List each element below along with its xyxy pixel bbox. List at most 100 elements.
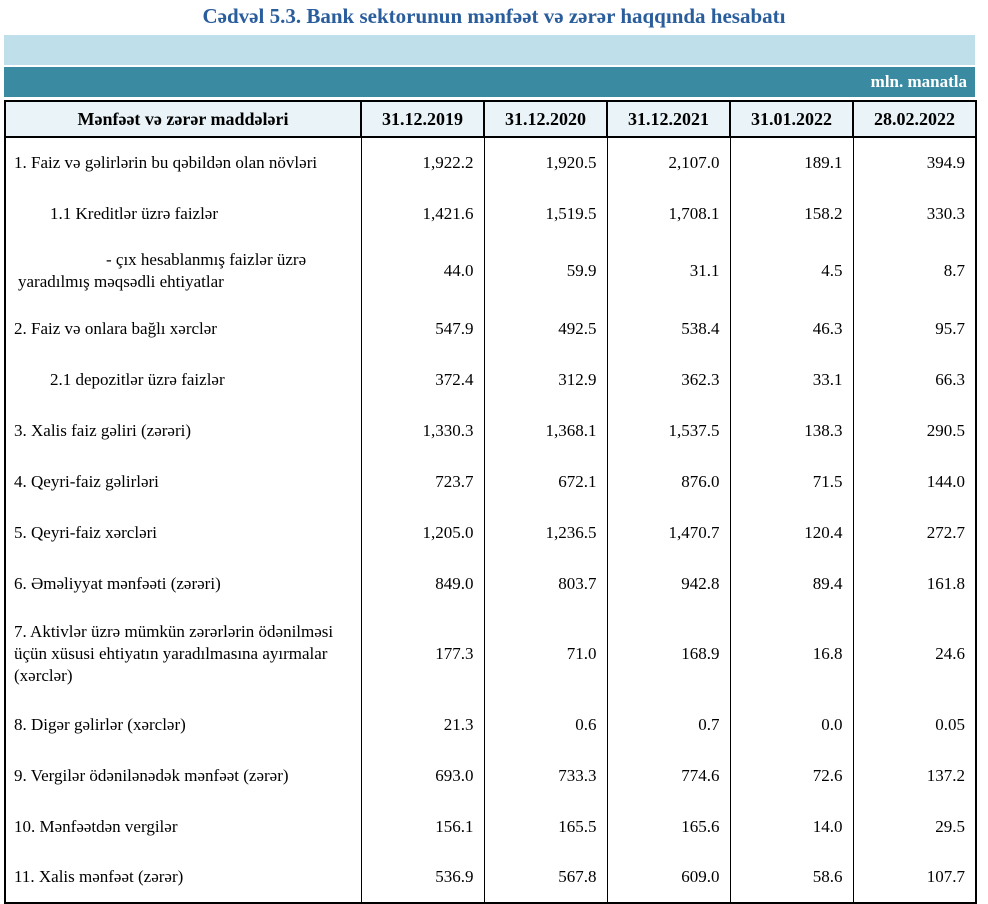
row-label: 3. Xalis faiz gəliri (zərəri) (4, 405, 362, 456)
row-label: 2. Faiz və onlara bağlı xərclər (4, 303, 362, 354)
column-header-date-5: 28.02.2022 (852, 100, 977, 138)
value-cell: 272.7 (852, 507, 977, 558)
column-header-date-2: 31.12.2020 (483, 100, 608, 138)
value-cell: 71.5 (729, 456, 854, 507)
value-cell: 723.7 (360, 456, 485, 507)
value-cell: 1,708.1 (606, 188, 731, 239)
value-cell: 1,421.6 (360, 188, 485, 239)
value-cell: 876.0 (606, 456, 731, 507)
value-cell: 16.8 (729, 609, 854, 699)
row-label: 2.1 depozitlər üzrə faizlər (4, 354, 362, 405)
table-row-10: 10. Mənfəətdən vergilər 156.1 165.5 165.… (4, 801, 977, 852)
row-label: 10. Mənfəətdən vergilər (4, 801, 362, 852)
value-cell: 120.4 (729, 507, 854, 558)
value-cell: 177.3 (360, 609, 485, 699)
value-cell: 1,236.5 (483, 507, 608, 558)
value-cell: 693.0 (360, 750, 485, 801)
row-label: 9. Vergilər ödənilənədək mənfəət (zərər) (4, 750, 362, 801)
value-cell: 362.3 (606, 354, 731, 405)
value-cell: 1,519.5 (483, 188, 608, 239)
value-cell: 394.9 (852, 137, 977, 188)
value-cell: 2,107.0 (606, 137, 731, 188)
value-cell: 1,922.2 (360, 137, 485, 188)
table-row-7: 7. Aktivlər üzrə mümkün zərərlərin ödəni… (4, 609, 977, 699)
row-label: 4. Qeyri-faiz gəlirləri (4, 456, 362, 507)
row-label: 7. Aktivlər üzrə mümkün zərərlərin ödəni… (4, 609, 362, 699)
table-row-3: 3. Xalis faiz gəliri (zərəri) 1,330.3 1,… (4, 405, 977, 456)
table-row-1: 1. Faiz və gəlirlərin bu qəbildən olan n… (4, 137, 977, 188)
top-band (4, 35, 975, 65)
row-label: 1.1 Kreditlər üzrə faizlər (4, 188, 362, 239)
value-cell: 330.3 (852, 188, 977, 239)
table-row-9: 9. Vergilər ödənilənədək mənfəət (zərər)… (4, 750, 977, 801)
column-header-items: Mənfəət və zərər maddələri (4, 100, 362, 138)
value-cell: 547.9 (360, 303, 485, 354)
value-cell: 24.6 (852, 609, 977, 699)
table-row-2: 2. Faiz və onlara bağlı xərclər 547.9 49… (4, 303, 977, 354)
value-cell: 168.9 (606, 609, 731, 699)
value-cell: 14.0 (729, 801, 854, 852)
value-cell: 59.9 (483, 239, 608, 303)
value-cell: 21.3 (360, 699, 485, 750)
value-cell: 1,330.3 (360, 405, 485, 456)
value-cell: 1,920.5 (483, 137, 608, 188)
value-cell: 165.5 (483, 801, 608, 852)
value-cell: 29.5 (852, 801, 977, 852)
value-cell: 156.1 (360, 801, 485, 852)
value-cell: 536.9 (360, 852, 485, 903)
report-body: mln. manatla Mənfəət və zərər maddələri … (4, 35, 977, 904)
value-cell: 144.0 (852, 456, 977, 507)
value-cell: 567.8 (483, 852, 608, 903)
value-cell: 733.3 (483, 750, 608, 801)
value-cell: 107.7 (852, 852, 977, 903)
value-cell: 609.0 (606, 852, 731, 903)
value-cell: 1,368.1 (483, 405, 608, 456)
value-cell: 189.1 (729, 137, 854, 188)
unit-band: mln. manatla (4, 67, 975, 97)
table-row-11: 11. Xalis mənfəət (zərər) 536.9 567.8 60… (4, 852, 977, 903)
value-cell: 1,537.5 (606, 405, 731, 456)
value-cell: 71.0 (483, 609, 608, 699)
value-cell: 44.0 (360, 239, 485, 303)
value-cell: 1,470.7 (606, 507, 731, 558)
row-label: 8. Digər gəlirlər (xərclər) (4, 699, 362, 750)
value-cell: 290.5 (852, 405, 977, 456)
table-row-6: 6. Əməliyyat mənfəəti (zərəri) 849.0 803… (4, 558, 977, 609)
value-cell: 774.6 (606, 750, 731, 801)
column-header-date-3: 31.12.2021 (606, 100, 731, 138)
table-row-2-1: 2.1 depozitlər üzrə faizlər 372.4 312.9 … (4, 354, 977, 405)
unit-label: mln. manatla (870, 72, 967, 91)
value-cell: 4.5 (729, 239, 854, 303)
table-row-4: 4. Qeyri-faiz gəlirləri 723.7 672.1 876.… (4, 456, 977, 507)
value-cell: 0.6 (483, 699, 608, 750)
value-cell: 312.9 (483, 354, 608, 405)
value-cell: 942.8 (606, 558, 731, 609)
profit-loss-table: Mənfəət və zərər maddələri 31.12.2019 31… (4, 100, 977, 904)
value-cell: 137.2 (852, 750, 977, 801)
value-cell: 0.0 (729, 699, 854, 750)
value-cell: 46.3 (729, 303, 854, 354)
table-row-5: 5. Qeyri-faiz xərcləri 1,205.0 1,236.5 1… (4, 507, 977, 558)
value-cell: 31.1 (606, 239, 731, 303)
value-cell: 803.7 (483, 558, 608, 609)
value-cell: 165.6 (606, 801, 731, 852)
value-cell: 58.6 (729, 852, 854, 903)
value-cell: 33.1 (729, 354, 854, 405)
value-cell: 672.1 (483, 456, 608, 507)
value-cell: 138.3 (729, 405, 854, 456)
value-cell: 0.7 (606, 699, 731, 750)
value-cell: 0.05 (852, 699, 977, 750)
value-cell: 161.8 (852, 558, 977, 609)
row-label: 11. Xalis mənfəət (zərər) (4, 852, 362, 903)
value-cell: 849.0 (360, 558, 485, 609)
column-header-date-4: 31.01.2022 (729, 100, 854, 138)
page-title: Cədvəl 5.3. Bank sektorunun mənfəət və z… (202, 4, 786, 28)
value-cell: 538.4 (606, 303, 731, 354)
value-cell: 8.7 (852, 239, 977, 303)
value-cell: 66.3 (852, 354, 977, 405)
row-label: 1. Faiz və gəlirlərin bu qəbildən olan n… (4, 137, 362, 188)
value-cell: 95.7 (852, 303, 977, 354)
value-cell: 372.4 (360, 354, 485, 405)
table-row-deduction: - çıx hesablanmış faizlər üzrə yaradılmı… (4, 239, 977, 303)
value-cell: 1,205.0 (360, 507, 485, 558)
